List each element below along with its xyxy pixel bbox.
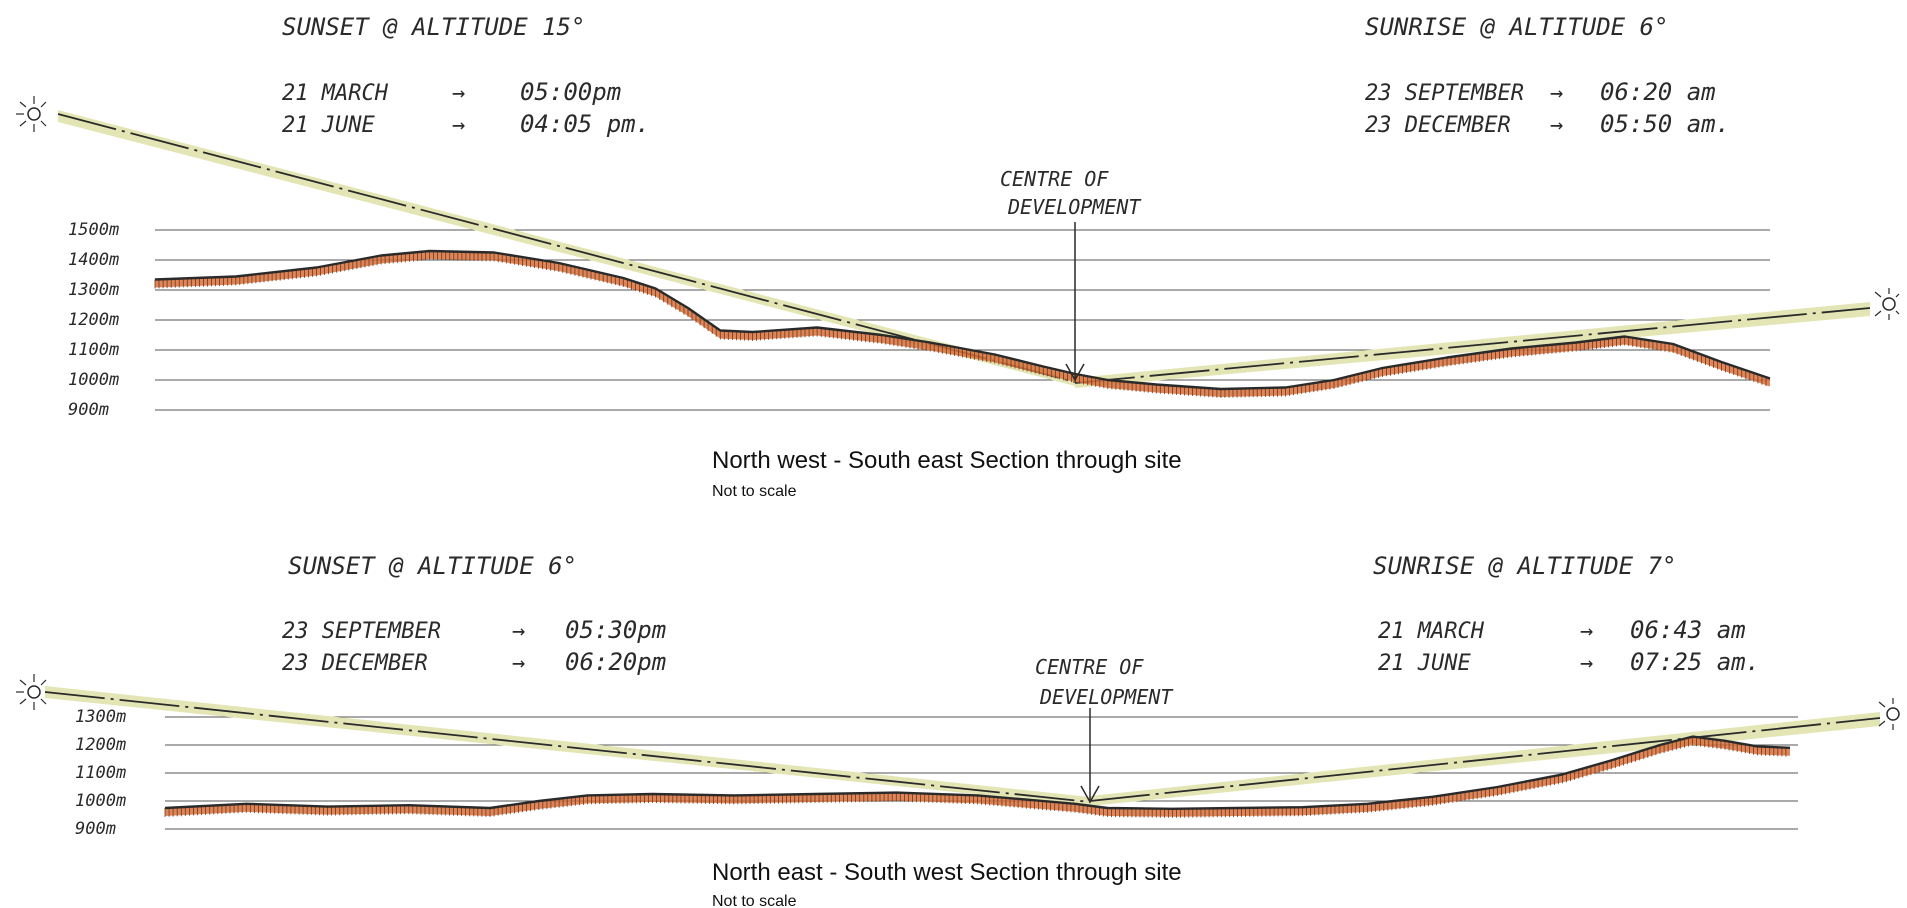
sun-icon — [1874, 288, 1900, 320]
arrow-glyph: → — [512, 651, 525, 676]
arrow-glyph: → — [1550, 81, 1563, 106]
elevation-grid: 1500m 1400m 1300m 1200m 1100m 1000m 900m — [68, 220, 1770, 420]
sunset-date-2: 21 JUNE — [282, 113, 375, 138]
sunset-time-2: 04:05 pm. — [520, 110, 650, 138]
elevation-label: 1500m — [68, 220, 119, 240]
sunset-ray-line — [57, 113, 1076, 383]
centre-label-2: DEVELOPMENT — [1039, 685, 1174, 709]
section-subtitle: Not to scale — [712, 893, 797, 908]
sunset-label: SUNSET @ ALTITUDE 6° — [288, 552, 577, 580]
elevation-grid: 1300m 1200m 1100m 1000m 900m — [75, 707, 1798, 839]
sunset-label: SUNSET @ ALTITUDE 15° — [282, 13, 585, 41]
section-nw-se: SUNSET @ ALTITUDE 15° 21 MARCH → 05:00pm… — [16, 13, 1900, 500]
terrain-profile — [154, 249, 1771, 398]
terrain-fill — [155, 251, 1770, 397]
arrow-glyph: → — [452, 81, 465, 106]
centre-label-2: DEVELOPMENT — [1007, 195, 1142, 219]
centre-label-1: CENTRE OF — [1035, 655, 1144, 679]
terrain-profile — [164, 735, 1791, 818]
sunrise-time-1: 06:43 am — [1630, 616, 1746, 644]
sunset-time-1: 05:30pm — [565, 616, 666, 644]
elevation-label: 1400m — [68, 250, 119, 270]
arrow-glyph: → — [1580, 651, 1593, 676]
sun-icon — [16, 96, 47, 132]
sunset-date-1: 23 SEPTEMBER — [282, 619, 441, 644]
section-title: North west - South east Section through … — [712, 447, 1182, 474]
sunrise-date-1: 21 MARCH — [1378, 619, 1485, 644]
sunset-date-2: 23 DECEMBER — [282, 651, 428, 676]
terrain-line — [164, 735, 1791, 810]
sunrise-ray-line — [1089, 717, 1881, 802]
elevation-label: 900m — [75, 819, 116, 839]
elevation-label: 900m — [68, 400, 109, 420]
elevation-label: 1200m — [68, 310, 119, 330]
elevation-label: 1200m — [75, 735, 126, 755]
terrain-hatch — [154, 251, 1767, 398]
elevation-label: 1000m — [75, 791, 126, 811]
section-subtitle: Not to scale — [712, 483, 797, 500]
centre-label-1: CENTRE OF — [1000, 167, 1109, 191]
arrow-glyph: → — [1550, 113, 1563, 138]
sunset-ray-band — [45, 686, 1090, 806]
elevation-label: 1100m — [75, 763, 126, 783]
sunrise-time-2: 05:50 am. — [1600, 110, 1730, 138]
section-ne-sw: SUNSET @ ALTITUDE 6° 23 SEPTEMBER → 05:3… — [16, 552, 1900, 908]
sunset-time-1: 05:00pm — [520, 78, 621, 106]
arrowhead-icon — [1065, 363, 1085, 382]
elevation-label: 1300m — [75, 707, 126, 727]
sunrise-label: SUNRISE @ ALTITUDE 6° — [1365, 13, 1668, 41]
sunrise-time-1: 06:20 am — [1600, 78, 1716, 106]
sunset-date-1: 21 MARCH — [282, 81, 389, 106]
sunrise-ray-line — [1074, 307, 1871, 384]
elevation-label: 1300m — [68, 280, 119, 300]
section-title: North east - South west Section through … — [712, 859, 1182, 886]
sunset-time-2: 06:20pm — [565, 648, 666, 676]
arrowhead-icon — [1080, 785, 1100, 804]
sun-icon — [1878, 698, 1900, 730]
sunrise-date-2: 21 JUNE — [1378, 651, 1471, 676]
terrain-hatch — [164, 736, 1787, 818]
elevation-label: 1100m — [68, 340, 119, 360]
terrain-line — [154, 249, 1771, 391]
arrow-glyph: → — [512, 619, 525, 644]
sun-icon — [16, 674, 47, 710]
sunrise-date-1: 23 SEPTEMBER — [1365, 81, 1524, 106]
arrow-glyph: → — [452, 113, 465, 138]
arrow-glyph: → — [1580, 619, 1593, 644]
sunrise-date-2: 23 DECEMBER — [1365, 113, 1511, 138]
sunrise-time-2: 07:25 am. — [1630, 648, 1760, 676]
sunset-ray-line — [44, 691, 1091, 803]
elevation-label: 1000m — [68, 370, 119, 390]
sunrise-label: SUNRISE @ ALTITUDE 7° — [1373, 552, 1676, 580]
